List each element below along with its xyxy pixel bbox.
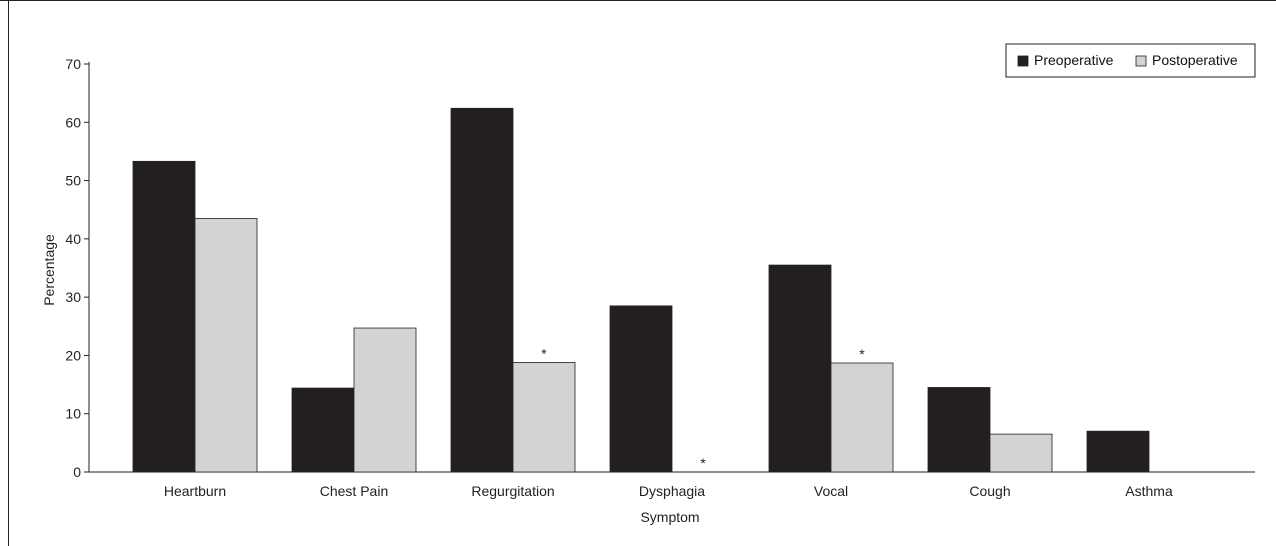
bar-preoperative-regurgitation bbox=[450, 107, 514, 473]
legend-swatch-postoperative bbox=[1135, 55, 1147, 67]
x-tick-label: Vocal bbox=[814, 483, 848, 499]
plot-area: 0 10 20 30 40 50 60 70 Heartburn Chest Pain * Regur… bbox=[65, 56, 1255, 499]
significance-marker: * bbox=[700, 455, 706, 471]
legend-label-postoperative: Postoperative bbox=[1152, 52, 1238, 68]
y-tick-label: 50 bbox=[65, 173, 81, 189]
bar-preoperative-asthma bbox=[1086, 430, 1150, 473]
x-tick-label: Regurgitation bbox=[471, 483, 554, 499]
y-tick-label: 40 bbox=[65, 231, 81, 247]
bar-postoperative-heartburn bbox=[194, 218, 258, 473]
legend-label-preoperative: Preoperative bbox=[1034, 52, 1114, 68]
bar-preoperative-cough bbox=[927, 387, 991, 473]
x-tick-label: Asthma bbox=[1125, 483, 1173, 499]
bar-postoperative-chest-pain bbox=[353, 327, 417, 473]
bar-preoperative-dysphagia bbox=[609, 305, 673, 473]
bar-postoperative-vocal bbox=[830, 362, 894, 473]
y-tick-label: 30 bbox=[65, 289, 81, 305]
y-tick-label: 60 bbox=[65, 114, 81, 130]
bar-postoperative-cough bbox=[989, 433, 1053, 473]
significance-marker: * bbox=[541, 345, 547, 361]
bar-preoperative-vocal bbox=[768, 264, 832, 473]
y-tick-label: 70 bbox=[65, 56, 81, 72]
x-tick-label: Chest Pain bbox=[320, 483, 388, 499]
y-axis-label: Percentage bbox=[41, 234, 57, 306]
bar-preoperative-chest-pain bbox=[291, 387, 355, 473]
legend-swatch-preoperative bbox=[1017, 55, 1029, 67]
y-tick-label: 0 bbox=[73, 464, 81, 480]
bar-preoperative-heartburn bbox=[132, 160, 196, 473]
legend: Preoperative Postoperative bbox=[1005, 43, 1256, 78]
significance-marker: * bbox=[859, 346, 865, 362]
y-tick-label: 20 bbox=[65, 347, 81, 363]
x-tick-label: Dysphagia bbox=[639, 483, 705, 499]
x-tick-label: Cough bbox=[969, 483, 1010, 499]
x-tick-label: Heartburn bbox=[164, 483, 226, 499]
bar-postoperative-regurgitation bbox=[512, 362, 576, 473]
legend-box bbox=[1005, 43, 1256, 78]
x-axis-label: Symptom bbox=[640, 509, 699, 525]
y-tick-label: 10 bbox=[65, 406, 81, 422]
